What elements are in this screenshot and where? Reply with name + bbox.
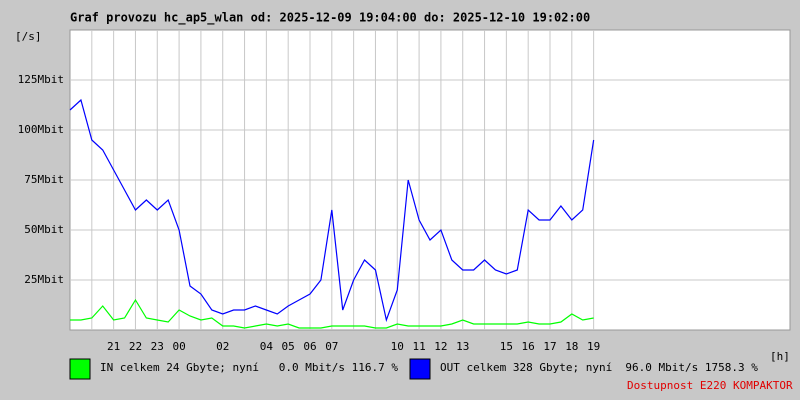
x-tick-label: 16 (522, 340, 535, 353)
x-tick-label: 11 (412, 340, 425, 353)
y-axis-label: [/s] (15, 30, 42, 43)
legend-label: IN celkem 24 Gbyte; nyní 0.0 Mbit/s 116.… (100, 361, 398, 374)
x-tick-label: 07 (325, 340, 338, 353)
x-tick-label: 13 (456, 340, 469, 353)
x-tick-label: 10 (391, 340, 404, 353)
series-line (70, 298, 594, 329)
x-tick-label: 06 (303, 340, 316, 353)
x-tick-label: 22 (129, 340, 142, 353)
chart-title: Graf provozu hc_ap5_wlan od: 2025-12-09 … (70, 11, 590, 26)
x-tick-label: 04 (260, 340, 274, 353)
y-tick-label: 125Mbit (18, 73, 64, 86)
x-tick-label: 17 (543, 340, 556, 353)
x-tick-label: 02 (216, 340, 229, 353)
legend-swatch (69, 358, 91, 380)
x-tick-label: 15 (500, 340, 513, 353)
x-tick-label: 23 (151, 340, 164, 353)
x-tick-label: 12 (434, 340, 447, 353)
x-tick-label: 18 (565, 340, 578, 353)
legend-label: OUT celkem 328 Gbyte; nyní 96.0 Mbit/s 1… (440, 361, 758, 374)
y-tick-label: 50Mbit (24, 223, 64, 236)
x-tick-label: 00 (172, 340, 185, 353)
legend-swatch (409, 358, 431, 380)
y-tick-label: 75Mbit (24, 173, 64, 186)
x-tick-label: 21 (107, 340, 120, 353)
x-axis-label: [h] (770, 350, 790, 363)
availability-note: Dostupnost E220 KOMPAKTOR semik 1050 z 1… (627, 379, 800, 392)
x-tick-label: 19 (587, 340, 600, 353)
series-line (69, 98, 595, 323)
x-tick-label: 05 (282, 340, 295, 353)
y-tick-label: 25Mbit (24, 273, 64, 286)
y-tick-label: 100Mbit (18, 123, 64, 136)
